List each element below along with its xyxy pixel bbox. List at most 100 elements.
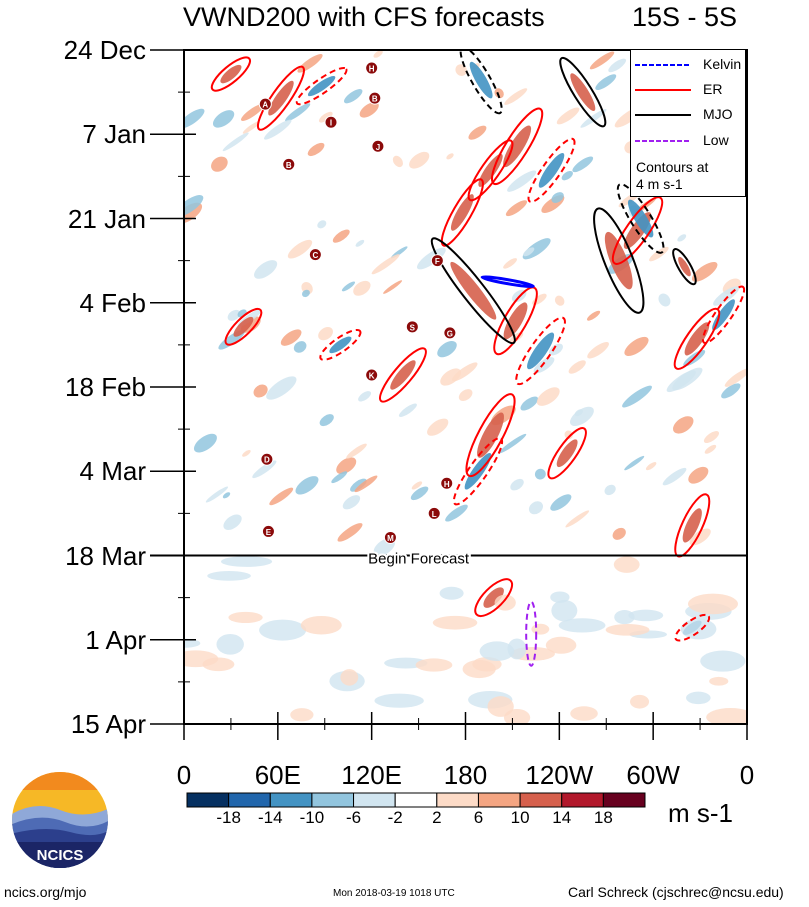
anomaly-core: [390, 360, 416, 390]
anomaly-patch: [721, 383, 741, 399]
anomaly-core: [450, 261, 497, 320]
anomaly-core: [477, 412, 504, 458]
anomaly-core: [538, 152, 565, 188]
anomaly-patch: [383, 280, 403, 294]
anomaly-core: [268, 80, 294, 116]
y-tick-label: 15 Apr: [70, 709, 146, 739]
chart-title: VWND200 with CFS forecasts: [183, 2, 545, 32]
anomaly-core: [682, 508, 702, 543]
forecast-patch: [221, 556, 273, 567]
low-contour: [525, 600, 538, 667]
anomaly-patch: [240, 103, 265, 121]
storm-marker-label: F: [435, 257, 440, 266]
colorbar-swatch: [311, 792, 355, 808]
forecast-patch: [479, 641, 515, 661]
storm-marker: H: [440, 476, 454, 490]
ncics-logo: NCICS: [12, 772, 108, 868]
anomaly-patch: [264, 119, 292, 140]
y-tick-label: 4 Mar: [79, 456, 146, 487]
storm-marker-dot: [383, 530, 397, 544]
anomaly-patch: [458, 389, 473, 401]
forecast-patch: [613, 556, 640, 573]
storm-marker: D: [260, 452, 274, 466]
anomaly-patch: [212, 110, 235, 128]
kelvin-contour: [480, 275, 535, 289]
anomaly-patch: [604, 484, 616, 496]
er-contour: [452, 437, 504, 506]
y-tick-label: 4 Feb: [79, 287, 147, 318]
colorbar-label: -18: [216, 808, 241, 827]
storm-marker: A: [258, 97, 272, 111]
anomaly-patch: [595, 74, 617, 91]
forecast-patch: [680, 618, 717, 640]
forecast-patch: [184, 638, 201, 648]
anomaly-core: [483, 587, 504, 608]
anomaly-patch: [504, 88, 528, 105]
anomaly-patch: [307, 142, 325, 157]
anomaly-patch: [437, 341, 457, 358]
footer-author: Carl Schreck (cjschrec@ncsu.edu): [568, 884, 784, 900]
anomaly-patch: [556, 107, 580, 125]
anomaly-patch: [342, 495, 361, 510]
storm-marker-label: L: [432, 510, 437, 519]
anomaly-core: [329, 336, 352, 354]
er-contour: [490, 107, 544, 186]
anomaly-patch: [622, 385, 652, 408]
anomaly-patch: [691, 261, 718, 282]
anomaly-patch: [350, 478, 367, 492]
anomaly-patch: [295, 476, 319, 495]
storm-marker: F: [430, 254, 444, 268]
anomaly-patch: [505, 200, 528, 217]
storm-marker-label: E: [266, 528, 272, 537]
storm-marker-label: B: [372, 95, 378, 104]
footer-site[interactable]: ncics.org/mjo: [4, 884, 87, 900]
colorbar-swatch: [561, 792, 604, 808]
forecast-patch: [630, 694, 650, 709]
legend-label-kelvin: Kelvin: [703, 56, 742, 72]
x-tick-label: 60E: [254, 760, 301, 790]
anomaly-core: [556, 439, 578, 468]
storm-marker-dot: [443, 326, 457, 340]
anomaly-patch: [455, 64, 467, 76]
x-tick-label: 120E: [341, 760, 403, 790]
anomaly-core: [469, 61, 493, 99]
forecast-patch: [228, 611, 263, 624]
anomaly-patch: [672, 367, 703, 391]
anomaly-patch: [269, 487, 294, 506]
anomaly-patch: [242, 449, 251, 457]
anomaly-field: [184, 50, 747, 724]
anomaly-patch: [533, 357, 555, 374]
anomaly-patch: [494, 88, 504, 99]
anomaly-patch: [222, 492, 231, 499]
anomaly-patch: [568, 360, 586, 374]
forecast-patch: [216, 634, 244, 655]
er-contour: [467, 139, 514, 202]
anomaly-patch: [242, 121, 260, 134]
forecast-start-label: Begin Forecast: [368, 551, 470, 568]
colorbar-label: -2: [387, 808, 403, 827]
anomaly-core: [503, 125, 532, 168]
y-tick-label: 24 Dec: [63, 35, 146, 65]
colorbar-units: m s-1: [668, 798, 733, 828]
forecast-patch: [570, 706, 598, 721]
anomaly-patch: [285, 103, 311, 122]
anomaly-core: [678, 256, 691, 277]
anomaly-patch: [354, 475, 378, 493]
colorbar-swatch: [602, 792, 646, 808]
storm-marker-dot: [430, 254, 444, 268]
mjo-contour: [616, 183, 665, 254]
storm-marker-label: I: [330, 119, 332, 128]
anomaly-patch: [499, 433, 527, 454]
legend-label-mjo: MJO: [703, 106, 733, 122]
anomaly-core: [233, 316, 254, 337]
storm-marker: E: [261, 524, 275, 538]
er-contour: [547, 427, 587, 480]
anomaly-patch: [446, 153, 454, 160]
anomaly-patch: [528, 501, 544, 515]
storm-marker-label: C: [312, 251, 318, 260]
anomaly-core: [604, 231, 633, 290]
anomaly-patch: [440, 368, 462, 386]
forecast-patch: [184, 650, 219, 668]
anomaly-patch: [569, 406, 594, 427]
